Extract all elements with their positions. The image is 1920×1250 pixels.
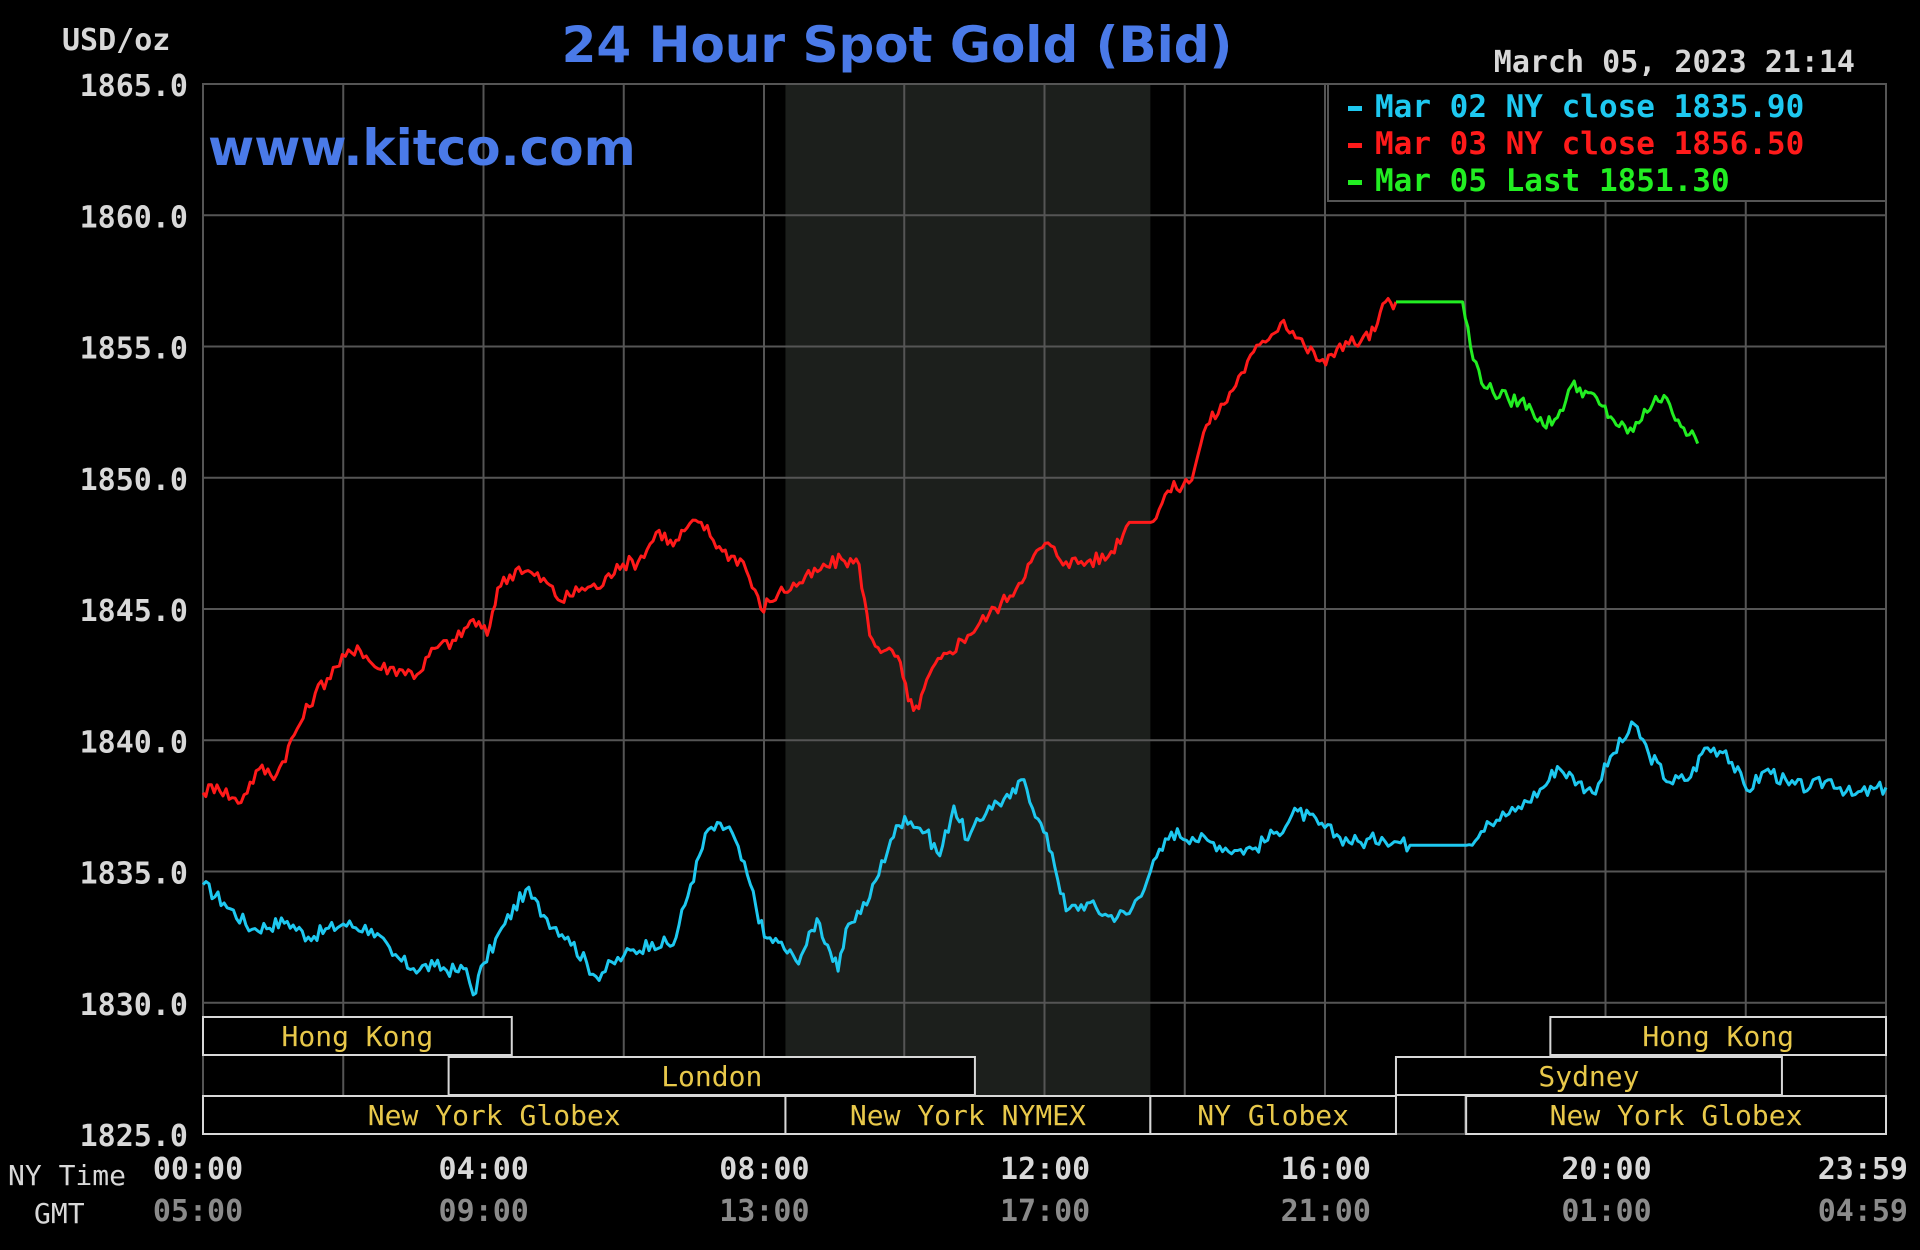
y-axis-ticks: 1825.0 1830.0 1835.0 1840.0 1845.0 1850.0 1855…	[80, 69, 188, 1154]
session-label: New York NYMEX	[850, 1099, 1086, 1132]
x-tick-gmt-label: 01:00	[1561, 1194, 1651, 1229]
legend-label: Mar 03 NY close 1856.50	[1375, 126, 1804, 162]
y-tick-label: 1855.0	[80, 332, 188, 367]
legend-box	[1327, 83, 1887, 202]
session-box	[1394, 1056, 1783, 1096]
x-tick-gmt-label: 04:59	[1818, 1194, 1908, 1229]
session-label: NY Globex	[1197, 1099, 1349, 1132]
y-tick-label: 1850.0	[80, 463, 188, 498]
x-tick-ny-label: 04:00	[439, 1152, 529, 1187]
session-box	[784, 1095, 1152, 1135]
legend-label: Mar 02 NY close 1835.90	[1375, 89, 1804, 125]
y-tick-label: 1830.0	[80, 988, 188, 1023]
session-label: New York Globex	[1550, 1099, 1803, 1132]
session-box	[1465, 1095, 1888, 1135]
session-box	[202, 1016, 513, 1056]
session-label: New York Globex	[368, 1099, 621, 1132]
session-label: London	[661, 1060, 762, 1093]
chart-gridlines	[202, 83, 1887, 1135]
session-label: Hong Kong	[1642, 1020, 1794, 1053]
x-tick-ny-label: 00:00	[153, 1152, 243, 1187]
website-label: www.kitco.com	[208, 119, 636, 177]
session-box	[1549, 1016, 1887, 1056]
y-tick-label: 1860.0	[80, 200, 188, 235]
session-label: Sydney	[1538, 1060, 1639, 1093]
x-tick-gmt-label: 09:00	[439, 1194, 529, 1229]
series-line-mar05	[1396, 300, 1700, 445]
x-tick-ny-label: 20:00	[1561, 1152, 1651, 1187]
y-tick-label: 1825.0	[80, 1119, 188, 1154]
legend-label: Mar 05 Last 1851.30	[1375, 163, 1730, 199]
x-tick-gmt-label: 17:00	[1000, 1194, 1090, 1229]
x-tick-ny-label: 16:00	[1281, 1152, 1371, 1187]
x-tick-gmt-label: 21:00	[1281, 1194, 1371, 1229]
trading-sessions: Hong Kong London New York Globex New York N…	[202, 1016, 1888, 1135]
y-tick-label: 1835.0	[80, 857, 188, 892]
price-series	[201, 297, 1888, 997]
chart-title: 24 Hour Spot Gold (Bid)	[562, 16, 1233, 74]
ny-time-row-label: NY Time	[8, 1159, 126, 1192]
series-line-mar02	[201, 720, 1888, 997]
session-box	[1149, 1095, 1397, 1135]
x-axis-ticks: 00:00 04:00 08:00 12:00 16:00 20:00 23:59 05:00…	[153, 1152, 1908, 1229]
x-tick-ny-label: 23:59	[1818, 1152, 1908, 1187]
legend-swatch	[1348, 143, 1362, 148]
y-tick-label: 1840.0	[80, 725, 188, 760]
legend-swatch	[1348, 180, 1362, 185]
y-tick-label: 1865.0	[80, 69, 188, 104]
x-tick-ny-label: 08:00	[719, 1152, 809, 1187]
x-tick-ny-label: 12:00	[1000, 1152, 1090, 1187]
session-box	[447, 1056, 976, 1096]
y-tick-label: 1845.0	[80, 594, 188, 629]
series-line-mar03	[201, 297, 1398, 805]
x-tick-gmt-label: 13:00	[719, 1194, 809, 1229]
session-label: Hong Kong	[282, 1020, 434, 1053]
gmt-row-label: GMT	[34, 1197, 85, 1230]
y-axis-unit-label: USD/oz	[62, 23, 170, 58]
legend-swatch	[1348, 106, 1362, 111]
timestamp: March 05, 2023 21:14	[1494, 45, 1855, 80]
x-tick-gmt-label: 05:00	[153, 1194, 243, 1229]
